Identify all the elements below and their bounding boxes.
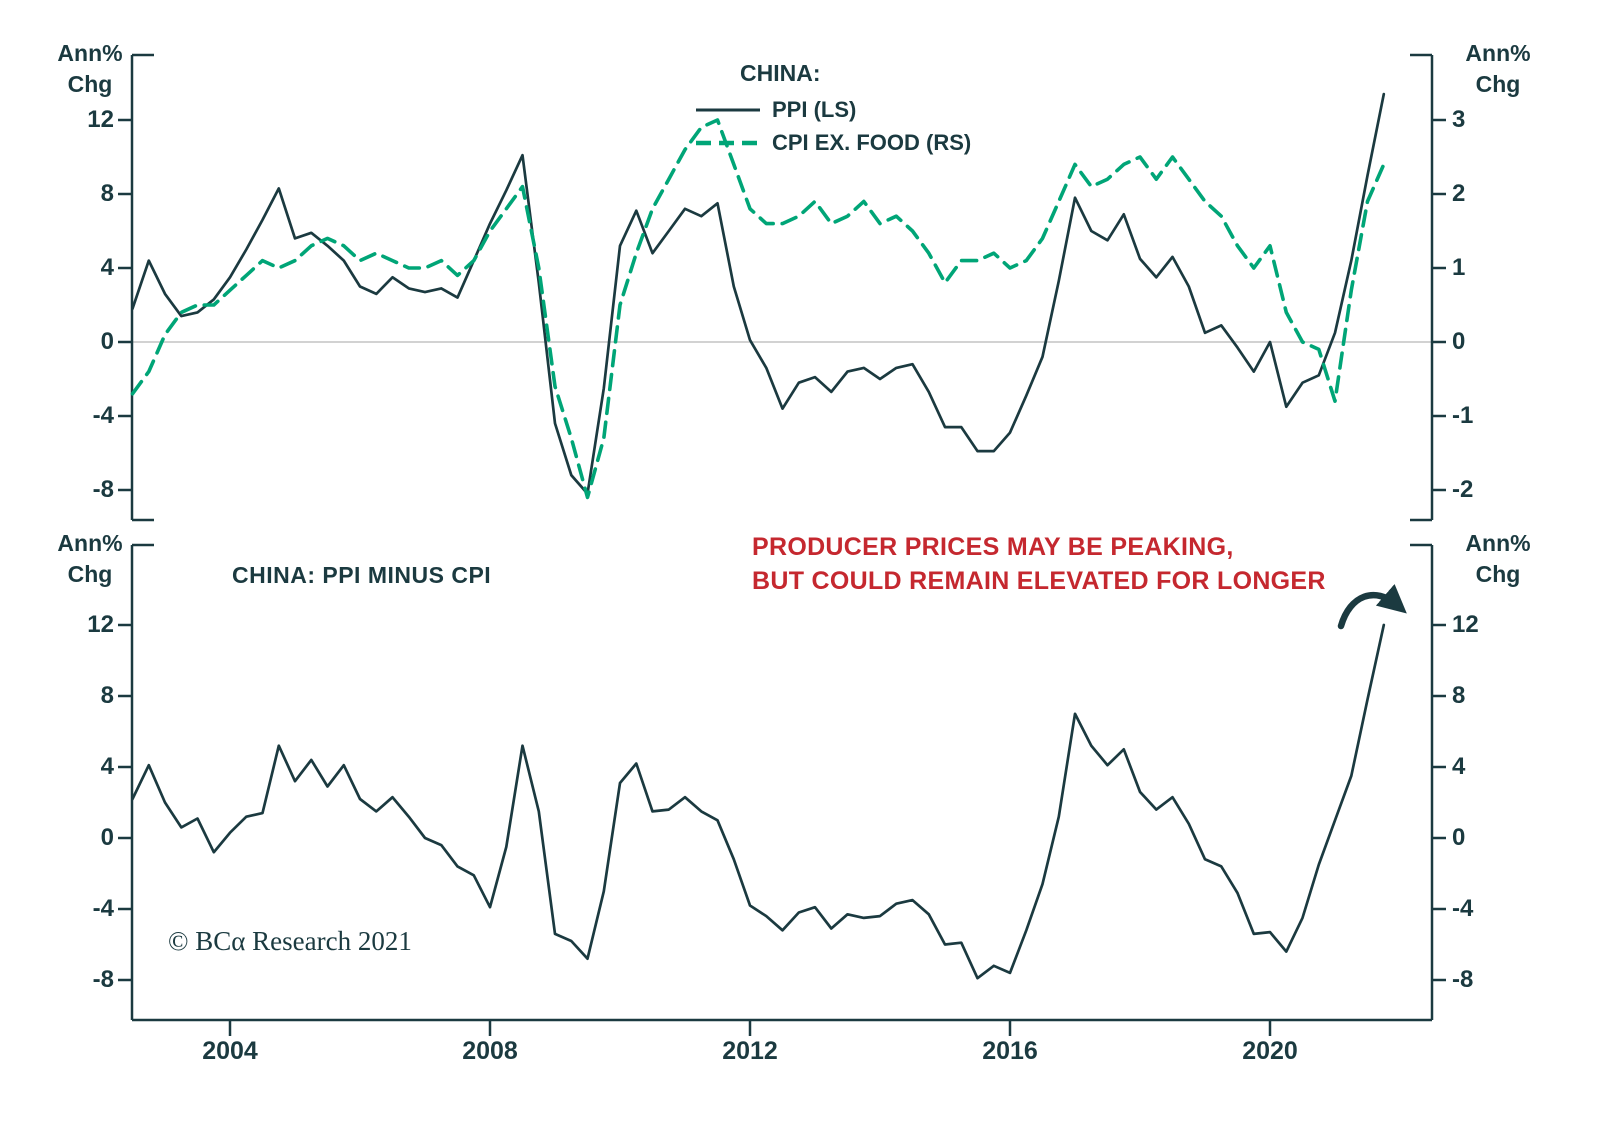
annotation-text: PRODUCER PRICES MAY BE PEAKING, BUT COUL… xyxy=(752,530,1326,598)
bottom-right-axis-unit: Ann% Chg xyxy=(1465,530,1531,587)
legend-title: CHINA: xyxy=(740,60,821,86)
trend-arrow-icon xyxy=(1337,583,1407,630)
legend-label-cpi: CPI EX. FOOD (RS) xyxy=(772,129,972,155)
copyright-text: © BCα Research 2021 xyxy=(168,926,412,956)
bottom-left-axis-unit: Ann% Chg xyxy=(57,530,123,587)
top-left-axis-unit: Ann% Chg xyxy=(57,40,123,97)
annotation-line1: PRODUCER PRICES MAY BE PEAKING, xyxy=(752,533,1234,561)
annotation-line2: BUT COULD REMAIN ELEVATED FOR LONGER xyxy=(752,567,1326,595)
dashed-line-sample-icon xyxy=(696,140,760,145)
top-right-axis-unit: Ann% Chg xyxy=(1465,40,1531,97)
chart-legend: CHINA: PPI (LS) CPI EX. FOOD (RS) xyxy=(696,60,971,159)
bottom-panel-title: CHINA: PPI MINUS CPI xyxy=(232,562,492,588)
legend-item-ppi: PPI (LS) xyxy=(696,93,971,126)
legend-item-cpi: CPI EX. FOOD (RS) xyxy=(696,126,971,159)
solid-line-sample-icon xyxy=(696,108,760,111)
legend-label-ppi: PPI (LS) xyxy=(772,96,857,122)
